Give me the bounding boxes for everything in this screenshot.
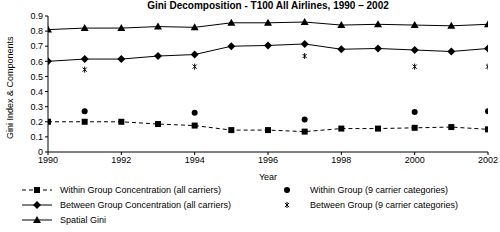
svg-text:0.4: 0.4: [30, 87, 43, 97]
svg-text:1996: 1996: [258, 155, 278, 165]
html-text:Between Group Concentration (a: Between Group Concentration (all carrier…: [60, 199, 232, 210]
svg-text:0.8: 0.8: [30, 26, 43, 36]
svg-text:0.2: 0.2: [30, 117, 43, 127]
svg-text:0.6: 0.6: [30, 57, 43, 67]
svg-text:0.5: 0.5: [30, 72, 43, 82]
svg-text:1990: 1990: [38, 155, 58, 166]
html-text:Between Group (9 carrier categ: Between Group (9 carrier categories): [310, 199, 459, 210]
svg-text:0.1: 0.1: [30, 132, 43, 142]
svg-text:2002: 2002: [478, 155, 492, 165]
svg-text:0: 0: [38, 147, 43, 157]
svg-text:2000: 2000: [405, 155, 425, 165]
svg-text:1994: 1994: [185, 155, 205, 165]
svg-text:1998: 1998: [331, 155, 351, 165]
svg-text:Gini Index & Components: Gini Index & Components: [8, 36, 15, 139]
svg-text:0.3: 0.3: [30, 102, 43, 112]
html-text:Within Group Concentration (al: Within Group Concentration (all carriers…: [60, 184, 222, 195]
svg-text:0.9: 0.9: [30, 12, 43, 21]
svg-text:1992: 1992: [111, 155, 131, 165]
html-text:Spatial Gini: Spatial Gini: [60, 214, 106, 225]
svg-text:0.7: 0.7: [30, 41, 43, 51]
html-text:Within Group (9 carrier catego: Within Group (9 carrier categories): [310, 184, 448, 195]
html-text:Gini Decomposition - T100 All: Gini Decomposition - T100 All Airlines, …: [147, 0, 389, 11]
svg-text:Year: Year: [259, 172, 277, 180]
